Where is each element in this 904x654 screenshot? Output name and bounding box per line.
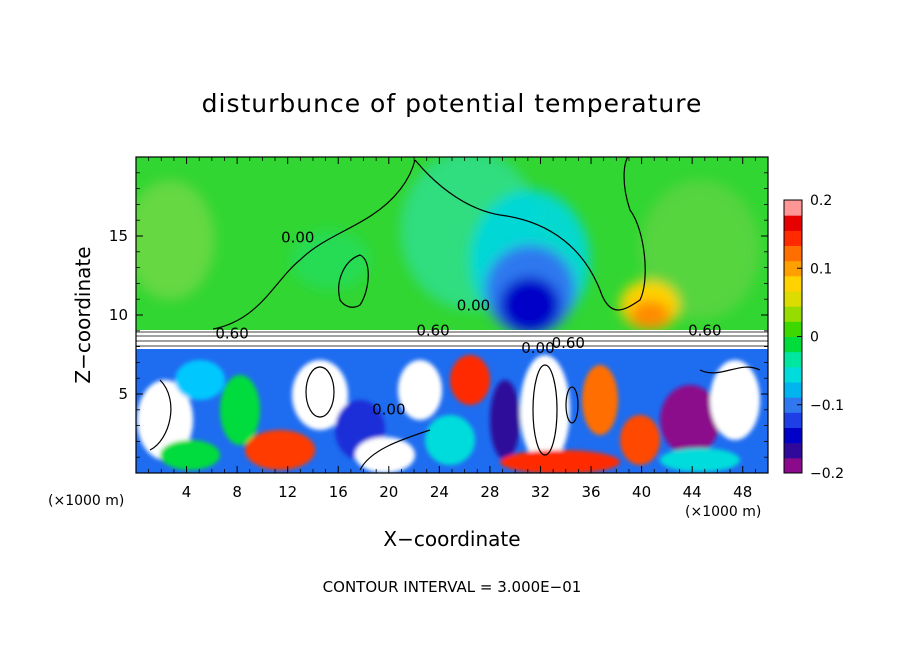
colorbar-swatch [784, 275, 802, 292]
y-axis: 5 10 15 [109, 172, 768, 458]
x-tick-label: 40 [632, 483, 651, 501]
x-tick-label: 16 [329, 483, 348, 501]
x-unit-left: (×1000 m) [48, 493, 124, 509]
colorbar-tick-label: −0.2 [810, 466, 844, 482]
x-tick-label: 24 [430, 483, 449, 501]
y-axis-label: Z−coordinate [71, 246, 95, 383]
x-tick-label: 4 [182, 483, 192, 501]
colorbar-swatch [784, 200, 802, 216]
contour-label: 0.60 [416, 322, 449, 340]
contour-label: 0.60 [552, 334, 585, 352]
colorbar-swatch [784, 336, 802, 353]
x-tick-label: 48 [733, 483, 752, 501]
colorbar-swatch [784, 366, 802, 383]
x-unit-right: (×1000 m) [685, 504, 761, 520]
contour-lines [149, 157, 761, 471]
chart-title: disturbunce of potential temperature [202, 89, 703, 118]
x-tick-label: 12 [278, 483, 297, 501]
colorbar-swatch [784, 245, 802, 262]
x-tick-label: 44 [683, 483, 702, 501]
colorbar-swatch [784, 427, 802, 444]
y-tick-label: 5 [118, 385, 128, 403]
y-tick-label: 10 [109, 306, 128, 324]
colorbar-swatch [784, 457, 802, 474]
contour-label: 0.60 [215, 325, 248, 343]
contour-label: 0.60 [688, 322, 721, 340]
colorbar-swatch [784, 306, 802, 322]
contour-label: 0.00 [521, 339, 554, 357]
colorbar-swatch [784, 442, 802, 459]
y-tick-label: 15 [109, 227, 128, 245]
colorbar-tick-label: 0.2 [810, 193, 832, 209]
x-tick-label: 8 [232, 483, 242, 501]
colorbar-swatch [784, 321, 802, 337]
colorbar-swatch [784, 260, 802, 277]
contour-label: 0.00 [281, 228, 314, 246]
x-tick-label: 36 [581, 483, 600, 501]
contour-labels: 0.000.000.000.60 0.60 0.600.000.60 [215, 228, 721, 418]
colorbar-tick-label: −0.1 [810, 398, 844, 414]
colorbar-swatch [784, 382, 802, 398]
colorbar-swatch [784, 230, 802, 246]
colorbar-swatch [784, 351, 802, 368]
colorbar-swatch [784, 215, 802, 231]
contour-interval-note: CONTOUR INTERVAL = 3.000E−01 [323, 578, 582, 596]
colorbar: 0.2 0.1 0 −0.1 −0.2 [783, 193, 844, 482]
x-axis-label: X−coordinate [383, 527, 520, 551]
colorbar-swatch [784, 397, 802, 413]
heatmap-field [136, 157, 768, 473]
x-tick-label: 28 [480, 483, 499, 501]
x-tick-label: 20 [379, 483, 398, 501]
colorbar-swatch [784, 412, 802, 428]
colorbar-tick-label: 0 [810, 330, 819, 346]
contour-label: 0.00 [372, 401, 405, 419]
contour-label: 0.00 [457, 296, 490, 314]
colorbar-tick-label: 0.1 [810, 261, 832, 277]
x-axis: 4 8 12 16 20 24 28 32 36 40 44 48 [148, 157, 756, 501]
x-tick-label: 32 [531, 483, 550, 501]
colorbar-swatch [784, 291, 802, 307]
